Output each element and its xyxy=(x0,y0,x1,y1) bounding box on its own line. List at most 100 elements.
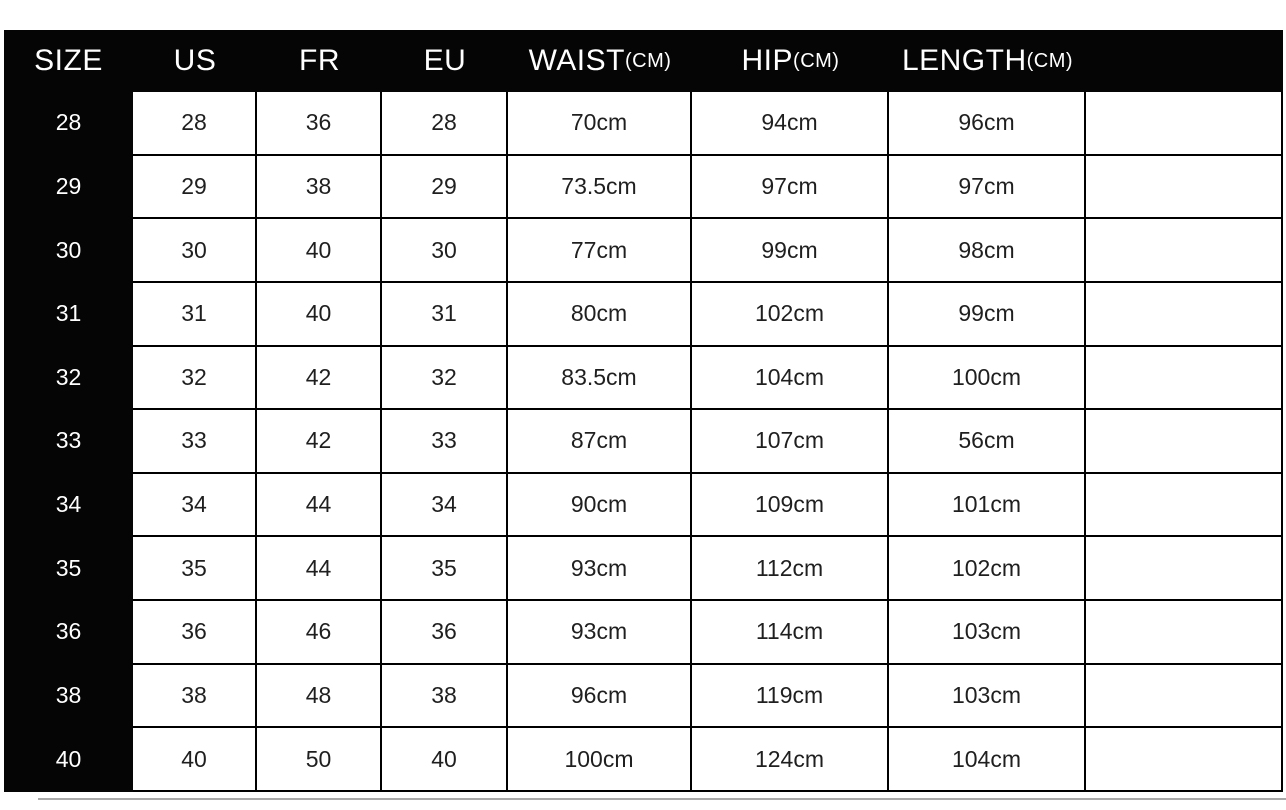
length-value-cell: 98cm xyxy=(889,219,1086,283)
header-unit-hip: (CM) xyxy=(793,49,840,72)
hip-value-cell: 119cm xyxy=(692,664,889,729)
size-row-label: 35 xyxy=(4,537,133,601)
hip-value-cell: 102cm xyxy=(692,282,889,347)
hip-value-cell: 107cm xyxy=(692,410,889,474)
waist-value-cell: 93cm xyxy=(508,537,692,601)
header-label-length: LENGTH xyxy=(901,44,1027,77)
size-row-label: 29 xyxy=(4,155,133,220)
header-unit-length: (CM) xyxy=(1026,49,1074,72)
length-value-cell: 97cm xyxy=(889,155,1086,220)
us-value-cell: 35 xyxy=(133,537,257,601)
fr-value-cell: 44 xyxy=(257,473,382,538)
length-value-cell: 102cm xyxy=(889,537,1086,601)
size-chart-table: SIZE US FR EU WAIST (CM) HIP (CM) LENGTH (C… xyxy=(4,30,1283,792)
header-cell-us: US xyxy=(133,30,257,92)
eu-value-cell: 38 xyxy=(382,664,508,729)
fr-value-cell: 42 xyxy=(257,346,382,411)
hip-value-cell: 104cm xyxy=(692,346,889,411)
empty-value-cell xyxy=(1086,410,1283,474)
header-unit-waist: (CM) xyxy=(624,49,672,72)
eu-value-cell: 35 xyxy=(382,537,508,601)
us-value-cell: 40 xyxy=(133,728,257,792)
eu-value-cell: 40 xyxy=(382,728,508,792)
us-value-cell: 33 xyxy=(133,410,257,474)
us-value-cell: 28 xyxy=(133,92,257,156)
size-row-label: 40 xyxy=(4,728,133,792)
length-value-cell: 56cm xyxy=(889,410,1086,474)
fr-value-cell: 42 xyxy=(257,410,382,474)
eu-value-cell: 32 xyxy=(382,346,508,411)
eu-value-cell: 36 xyxy=(382,601,508,665)
waist-value-cell: 70cm xyxy=(508,92,692,156)
fr-value-cell: 40 xyxy=(257,219,382,283)
waist-value-cell: 73.5cm xyxy=(508,155,692,220)
size-row-label: 28 xyxy=(4,92,133,156)
length-value-cell: 96cm xyxy=(889,92,1086,156)
header-cell-fr: FR xyxy=(257,30,382,92)
header-label-us: US xyxy=(173,44,217,77)
fr-value-cell: 44 xyxy=(257,537,382,601)
header-label-hip: HIP xyxy=(741,44,794,77)
waist-value-cell: 87cm xyxy=(508,410,692,474)
header-cell-size: SIZE xyxy=(4,30,133,92)
length-value-cell: 101cm xyxy=(889,473,1086,538)
eu-value-cell: 33 xyxy=(382,410,508,474)
header-label-size: SIZE xyxy=(34,44,103,77)
waist-value-cell: 90cm xyxy=(508,473,692,538)
empty-value-cell xyxy=(1086,92,1283,156)
empty-value-cell xyxy=(1086,155,1283,220)
header-cell-hip: HIP (CM) xyxy=(692,30,889,92)
hip-value-cell: 97cm xyxy=(692,155,889,220)
header-label-fr: FR xyxy=(299,44,340,77)
fr-value-cell: 38 xyxy=(257,155,382,220)
length-value-cell: 104cm xyxy=(889,728,1086,792)
empty-value-cell xyxy=(1086,282,1283,347)
size-row-label: 36 xyxy=(4,601,133,665)
length-value-cell: 100cm xyxy=(889,346,1086,411)
eu-value-cell: 28 xyxy=(382,92,508,156)
us-value-cell: 30 xyxy=(133,219,257,283)
bottom-divider-line xyxy=(38,798,1286,800)
empty-value-cell xyxy=(1086,473,1283,538)
us-value-cell: 31 xyxy=(133,282,257,347)
length-value-cell: 103cm xyxy=(889,601,1086,665)
waist-value-cell: 93cm xyxy=(508,601,692,665)
us-value-cell: 34 xyxy=(133,473,257,538)
fr-value-cell: 36 xyxy=(257,92,382,156)
empty-value-cell xyxy=(1086,601,1283,665)
hip-value-cell: 99cm xyxy=(692,219,889,283)
fr-value-cell: 40 xyxy=(257,282,382,347)
eu-value-cell: 29 xyxy=(382,155,508,220)
waist-value-cell: 80cm xyxy=(508,282,692,347)
fr-value-cell: 50 xyxy=(257,728,382,792)
eu-value-cell: 30 xyxy=(382,219,508,283)
fr-value-cell: 48 xyxy=(257,664,382,729)
header-cell-eu: EU xyxy=(382,30,508,92)
size-row-label: 34 xyxy=(4,473,133,538)
header-cell-waist: WAIST (CM) xyxy=(508,30,692,92)
waist-value-cell: 83.5cm xyxy=(508,346,692,411)
fr-value-cell: 46 xyxy=(257,601,382,665)
empty-value-cell xyxy=(1086,346,1283,411)
empty-value-cell xyxy=(1086,537,1283,601)
header-label-eu: EU xyxy=(423,44,467,77)
size-row-label: 32 xyxy=(4,346,133,411)
hip-value-cell: 109cm xyxy=(692,473,889,538)
waist-value-cell: 77cm xyxy=(508,219,692,283)
size-row-label: 33 xyxy=(4,410,133,474)
empty-value-cell xyxy=(1086,219,1283,283)
header-cell-length: LENGTH (CM) xyxy=(889,30,1086,92)
header-label-waist: WAIST xyxy=(528,44,625,77)
hip-value-cell: 112cm xyxy=(692,537,889,601)
us-value-cell: 29 xyxy=(133,155,257,220)
us-value-cell: 36 xyxy=(133,601,257,665)
hip-value-cell: 124cm xyxy=(692,728,889,792)
us-value-cell: 32 xyxy=(133,346,257,411)
size-row-label: 31 xyxy=(4,282,133,347)
empty-value-cell xyxy=(1086,664,1283,729)
waist-value-cell: 100cm xyxy=(508,728,692,792)
us-value-cell: 38 xyxy=(133,664,257,729)
empty-value-cell xyxy=(1086,728,1283,792)
hip-value-cell: 114cm xyxy=(692,601,889,665)
